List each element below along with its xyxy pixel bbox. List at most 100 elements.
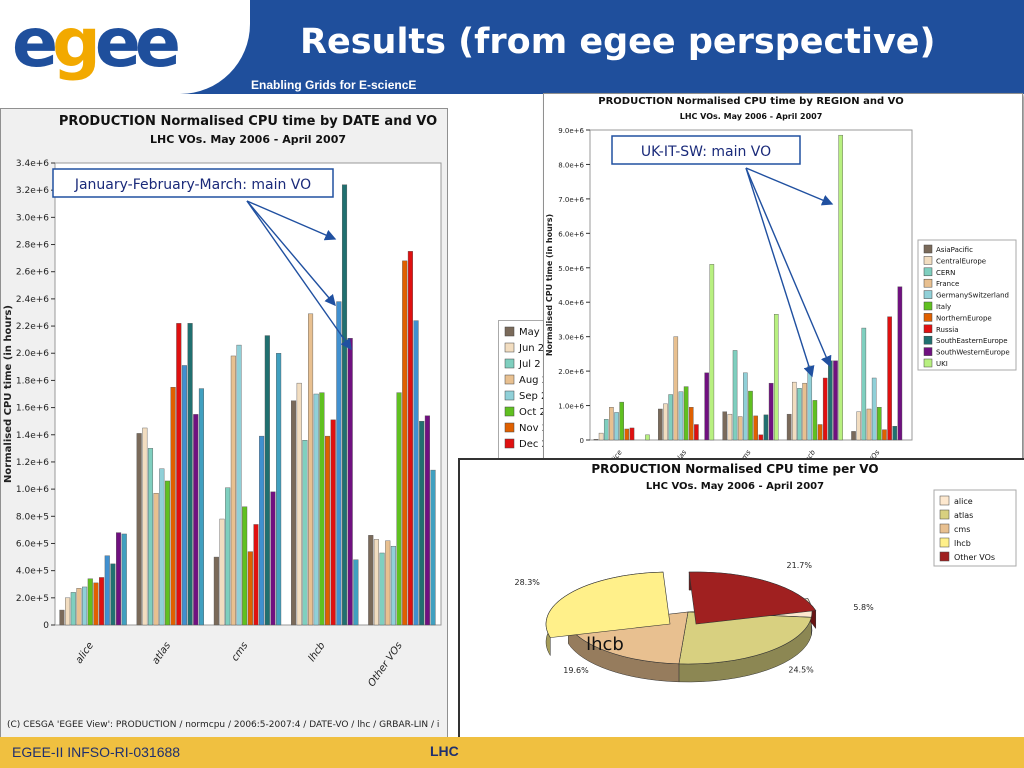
y-tick-label: 2.2e+6 [16, 322, 49, 332]
x-tick-label: alice [74, 640, 96, 665]
bar-lhcb [341, 184, 348, 626]
x-tick-label: cms [230, 640, 251, 663]
legend-swatch [923, 256, 933, 265]
y-tick-label: 4.0e+6 [558, 299, 584, 307]
y-axis-label: Normalised CPU time (in hours) [3, 305, 14, 483]
y-tick-label: 0 [43, 621, 49, 631]
chart-pie-vo-svg: PRODUCTION Normalised CPU time per VO LHC… [464, 462, 1020, 757]
y-tick-label: 4.0e+5 [16, 567, 49, 577]
bar-atlas [136, 433, 142, 626]
legend-swatch [923, 313, 933, 322]
bar-cms [247, 551, 253, 626]
chart-subtitle: LHC VOs. May 2006 - April 2007 [680, 112, 823, 121]
annotation-arrow [246, 200, 336, 307]
bar-lhcb [336, 301, 342, 626]
legend-swatch [923, 278, 933, 288]
slide-footer: EGEE-II INFSO-RI-031688 LHC [0, 737, 1024, 768]
bar-alice [110, 563, 116, 626]
bar-lhcb [296, 382, 302, 626]
bar-alice [76, 588, 82, 626]
bar-atlas [694, 424, 699, 441]
bar-other-vos [897, 286, 903, 441]
bar-other-vos [385, 540, 391, 626]
y-tick-label: 3.2e+6 [16, 186, 49, 196]
legend-swatch [504, 374, 515, 385]
legend-swatch [923, 358, 933, 368]
bar-lhcb [347, 338, 353, 626]
chart-region-vo-svg: PRODUCTION Normalised CPU time by REGION… [545, 96, 1017, 483]
bar-other-vos [871, 377, 877, 441]
bar-alice [593, 439, 599, 441]
bar-cms [225, 487, 231, 626]
legend-swatch [923, 290, 933, 299]
bar-cms [732, 350, 738, 441]
bar-alice [121, 533, 127, 626]
legend-swatch [939, 551, 950, 562]
bar-atlas [181, 365, 187, 626]
legend-label: Oct 2 [519, 407, 546, 418]
legend-label: CentralEurope [936, 257, 986, 265]
legend-label: Russia [936, 326, 959, 334]
legend-label: GermanySwitzerland [936, 292, 1009, 300]
bar-alice [598, 432, 604, 441]
y-tick-label: 3.4e+6 [16, 159, 49, 169]
y-tick-label: 6.0e+6 [558, 230, 584, 238]
legend-label: Nov 2 [519, 423, 548, 434]
y-tick-label: 2.4e+6 [16, 295, 49, 305]
bar-cms [270, 491, 276, 626]
annotation-arrow [246, 200, 337, 241]
annotation-box [52, 168, 334, 198]
bar-atlas [153, 492, 159, 626]
legend-swatch [504, 406, 515, 417]
bar-cms [230, 355, 236, 626]
bar-cms [758, 434, 764, 441]
legend-swatch [504, 358, 515, 369]
y-tick-label: 1.0e+6 [558, 403, 584, 411]
pie-value-label: 19.6% [563, 666, 589, 675]
legend-swatch [923, 267, 933, 277]
legend-label: SouthWesternEurope [936, 349, 1010, 357]
chart-footer: (C) CESGA 'EGEE View': PRODUCTION / norm… [7, 720, 439, 730]
bar-atlas [159, 468, 165, 626]
chart-title: PRODUCTION Normalised CPU time per VO [591, 462, 878, 476]
legend-label: Jul 2 [518, 359, 541, 370]
y-tick-label: 0 [580, 437, 584, 445]
bar-lhcb [817, 424, 823, 441]
bar-other-vos [866, 408, 872, 441]
y-tick-label: 3.0e+6 [16, 213, 49, 223]
chart-subtitle: LHC VOs. May 2006 - April 2007 [646, 481, 824, 492]
legend-swatch [939, 495, 950, 506]
legend-label: Aug 2 [519, 375, 548, 386]
bar-alice [104, 555, 110, 626]
legend-label: SouthEasternEurope [936, 337, 1008, 345]
pie-slice-lhcb [545, 571, 671, 638]
legend-label: CERN [936, 269, 955, 277]
bar-other-vos [887, 316, 892, 441]
bar-other-vos [402, 260, 408, 626]
bar-atlas [683, 386, 689, 441]
legend-swatch [939, 537, 950, 548]
slide-header: egee Enabling Grids for E-sciencE Result… [0, 0, 1024, 94]
bar-alice [614, 412, 619, 441]
x-tick-label: Other VOs [366, 640, 405, 688]
y-tick-label: 2.0e+6 [558, 368, 584, 376]
legend-box [917, 239, 1017, 371]
bar-lhcb [838, 134, 843, 441]
y-tick-label: 7.0e+6 [558, 196, 584, 204]
bar-other-vos [424, 415, 430, 626]
bar-cms [753, 415, 758, 441]
bar-other-vos [413, 320, 419, 626]
bar-other-vos [877, 407, 882, 441]
legend-label: lhcb [954, 539, 971, 548]
bar-atlas [678, 391, 684, 441]
legend-swatch [504, 438, 515, 449]
pie-slice-other-vos [688, 571, 817, 625]
bar-alice [82, 586, 88, 626]
bar-alice [603, 419, 609, 441]
pie-value-label: 5.8% [853, 603, 874, 612]
annotation-box [611, 135, 801, 165]
x-tick-label: lhcb [307, 640, 328, 663]
pie-value-label: 21.7% [787, 561, 813, 570]
legend-label: atlas [954, 511, 973, 520]
chart-region-vo: PRODUCTION Normalised CPU time by REGION… [543, 93, 1023, 483]
